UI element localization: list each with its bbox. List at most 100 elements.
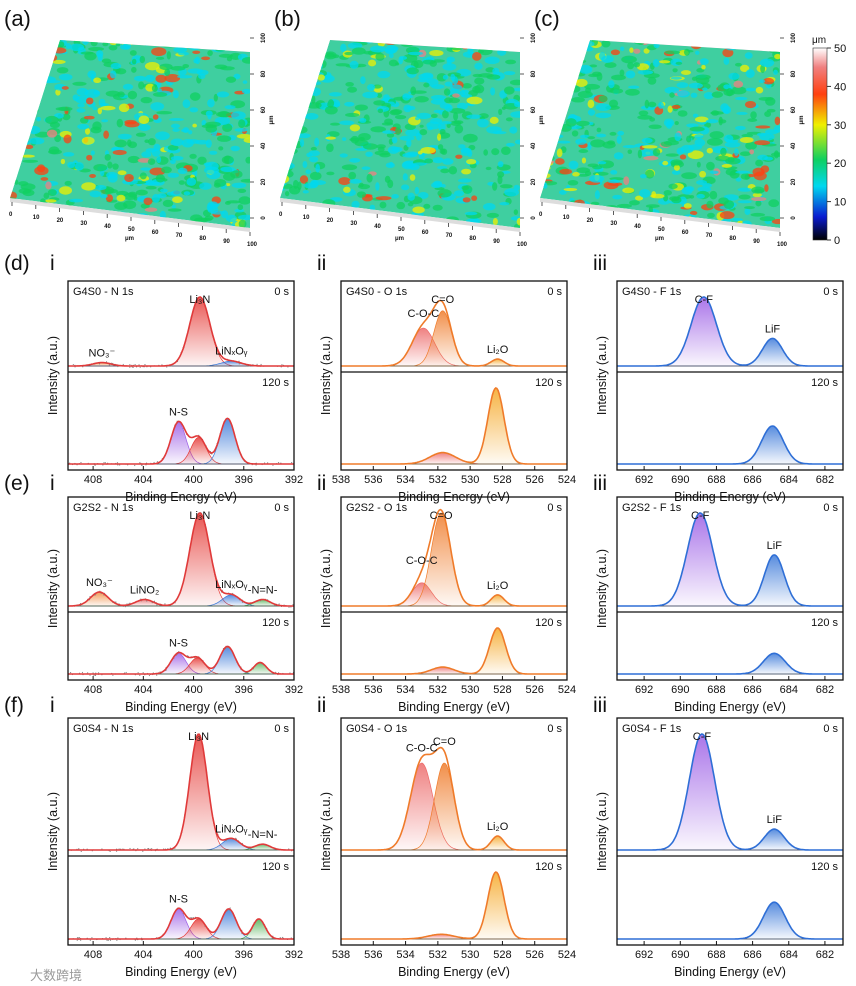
spectrum-title: G2S2 - F 1s [622,502,682,514]
surface-feature [554,224,560,228]
panel-number: i [50,252,55,275]
time-label: 120 s [811,617,838,629]
raw-data-point [288,606,290,608]
surface-feature [652,148,661,157]
surface-feature [60,158,66,165]
y-tick-label: 60 [791,106,797,113]
surface-feature [491,40,507,47]
raw-data-point [137,672,139,674]
x-axis-label: Binding Energy (eV) [125,965,237,979]
surface-feature [696,161,701,168]
peak-label: LiNₓOᵧ [215,579,248,591]
x-tick-label: 528 [493,684,511,696]
surface-feature [280,169,294,179]
y-tick-label: 20 [531,178,537,185]
surface-feature [573,209,579,213]
peak-label: Li₃N [189,294,210,306]
surface-feature [74,162,84,171]
surface-feature [345,112,360,118]
raw-data-point [235,837,237,839]
surface-feature [36,116,41,122]
surface-feature [311,211,326,215]
surface-feature [98,102,109,106]
x-tick-label: 80 [729,236,736,242]
surface-feature [151,47,167,57]
surface-feature [718,119,727,124]
surface-feature [737,200,752,204]
surface-feature [540,202,551,211]
surface-feature [172,196,183,203]
surface-feature [456,102,468,110]
surface-feature [498,108,503,115]
surface-feature [401,184,410,191]
surface-feature [187,68,203,74]
surface-feature [504,86,515,95]
surface-feature [711,110,720,116]
surface-feature [514,101,520,108]
surface-feature [437,133,442,141]
surface-feature [773,69,778,75]
surface-feature [295,61,312,69]
surface-feature [65,42,72,49]
x-tick-label: 536 [364,949,382,961]
surface-feature [462,185,473,194]
surface-feature [664,86,680,94]
raw-data-point [115,601,117,603]
raw-data-point [106,939,108,941]
surface-feature [127,155,140,164]
surface-feature [38,50,51,56]
surface-feature [30,108,39,113]
surface-feature [587,136,596,140]
surface-feature [466,158,477,165]
surface-feature [64,180,72,186]
surface-feature [572,58,582,68]
surface-feature [28,125,41,135]
raw-data-point [108,364,110,366]
surface-feature [486,74,501,80]
surface-feature [40,177,49,181]
surface-feature [711,91,724,98]
surface-feature [559,65,573,72]
surface-feature [25,48,39,57]
surface-feature [670,76,682,80]
surface-feature [236,44,247,50]
surface-feature [44,53,58,62]
raw-data-point [124,606,126,608]
surface-feature [610,49,620,56]
surface-map-panel: (c) 0 10 20 30 40 50 60 70 80 90 100 μm 0 20 40 60 80 100 μ… [534,6,805,248]
raw-data-point [139,674,141,676]
surface-feature [201,56,211,61]
surface-feature [721,164,733,168]
surface-feature [542,201,548,211]
surface-feature [590,201,600,206]
surface-feature [37,44,50,51]
surface-feature [310,61,323,71]
surface-feature [647,76,657,85]
surface-feature [709,131,724,139]
surface-feature [738,194,751,200]
surface-feature [623,176,630,186]
surface-feature [216,91,230,98]
surface-feature [105,90,121,97]
surface-feature [221,210,229,219]
surface-feature [140,167,152,171]
raw-data-point [156,604,158,606]
surface-feature [560,52,565,57]
surface-feature [561,51,568,58]
surface-feature [544,119,556,124]
surface-feature [390,216,398,221]
surface-feature [613,152,624,160]
surface-feature [740,64,750,72]
x-tick-label: 408 [84,684,102,696]
surface-feature [694,50,700,55]
surface-feature [414,186,420,195]
surface-feature [39,225,49,228]
surface-feature [156,156,162,164]
surface-feature [590,139,606,148]
envelope-line [341,627,567,675]
surface-feature [553,134,564,139]
surface-feature [186,177,197,186]
surface-feature [286,51,292,57]
surface-feature [286,147,295,154]
y-axis-label: Intensity (a.u.) [319,549,333,628]
